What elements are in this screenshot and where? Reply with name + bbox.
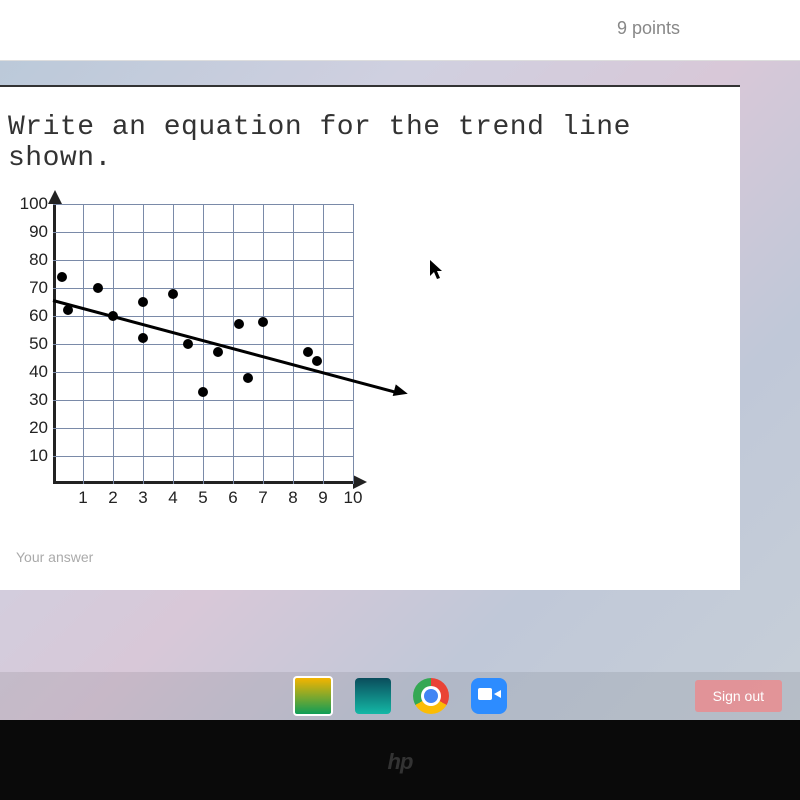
data-point <box>213 347 223 357</box>
x-tick-label: 9 <box>313 488 333 508</box>
grid-line-h <box>53 204 353 205</box>
scatter-chart: 123456789 10 10 20 30 40 50 60 70 80 90 100 <box>8 189 388 519</box>
trend-line <box>53 299 399 394</box>
x-tick-label: 10 <box>343 488 363 508</box>
question-card: Write an equation for the trend line sho… <box>0 85 740 590</box>
trend-arrow-icon <box>393 384 410 399</box>
cursor-icon <box>430 260 446 285</box>
browser-header: 9 points <box>0 0 800 61</box>
data-point <box>258 317 268 327</box>
y-tick-label: 70 <box>13 278 48 298</box>
answer-input[interactable]: Your answer <box>16 549 732 565</box>
y-tick-label: 90 <box>13 222 48 242</box>
data-point <box>168 289 178 299</box>
data-point <box>93 283 103 293</box>
x-tick-label: 1 <box>73 488 93 508</box>
x-tick-label: 3 <box>133 488 153 508</box>
data-point <box>138 297 148 307</box>
data-point <box>243 373 253 383</box>
grid-line-h <box>53 344 353 345</box>
brand-logo: hp <box>388 749 413 775</box>
x-tick-label: 7 <box>253 488 273 508</box>
grid-line-h <box>53 372 353 373</box>
chrome-icon[interactable] <box>413 678 449 714</box>
x-tick-label: 4 <box>163 488 183 508</box>
data-point <box>57 272 67 282</box>
taskbar <box>0 672 800 720</box>
grid-line-h <box>53 232 353 233</box>
zoom-icon[interactable] <box>471 678 507 714</box>
x-axis-arrow-icon <box>353 475 367 489</box>
question-text: Write an equation for the trend line sho… <box>8 112 732 174</box>
sign-out-button[interactable]: Sign out <box>695 680 782 712</box>
plot-area: 12345678910102030405060708090100 <box>53 204 353 484</box>
laptop-bezel: hp <box>0 720 800 800</box>
x-tick-label: 2 <box>103 488 123 508</box>
y-tick-label: 60 <box>13 306 48 326</box>
data-point <box>303 347 313 357</box>
x-tick-label: 5 <box>193 488 213 508</box>
data-point <box>183 339 193 349</box>
data-point <box>234 319 244 329</box>
grid-line-v <box>353 204 354 484</box>
grid-line-h <box>53 316 353 317</box>
data-point <box>312 356 322 366</box>
classroom-icon[interactable] <box>293 676 333 716</box>
y-tick-label: 20 <box>13 418 48 438</box>
points-badge: 9 points <box>617 18 680 39</box>
y-axis <box>53 199 56 484</box>
y-tick-label: 50 <box>13 334 48 354</box>
x-tick-label: 6 <box>223 488 243 508</box>
x-tick-label: 8 <box>283 488 303 508</box>
grid-line-h <box>53 260 353 261</box>
y-tick-label: 80 <box>13 250 48 270</box>
y-tick-label: 100 <box>13 194 48 214</box>
data-point <box>138 333 148 343</box>
y-axis-arrow-icon <box>48 190 62 204</box>
y-tick-label: 30 <box>13 390 48 410</box>
grid-line-h <box>53 428 353 429</box>
x-axis <box>53 481 358 484</box>
y-tick-label: 40 <box>13 362 48 382</box>
y-tick-label: 10 <box>13 446 48 466</box>
grid-line-h <box>53 456 353 457</box>
grid-line-h <box>53 400 353 401</box>
khan-icon[interactable] <box>355 678 391 714</box>
data-point <box>198 387 208 397</box>
